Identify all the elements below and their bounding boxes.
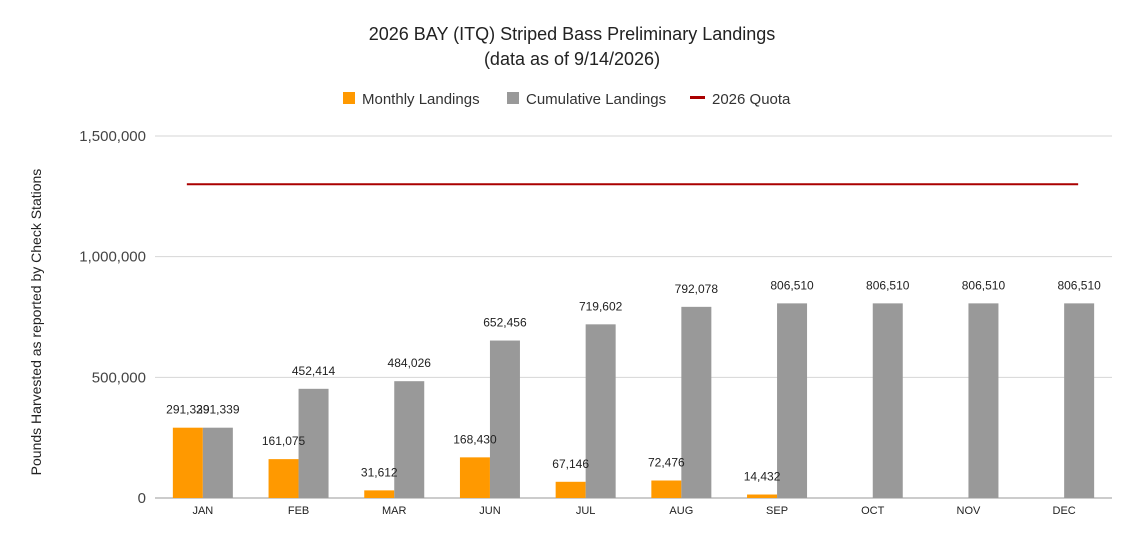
cumulative-data-label: 806,510 [1057,278,1101,292]
monthly-bar [364,490,395,498]
x-tick-label: NOV [957,505,982,517]
cumulative-data-label: 652,456 [483,316,527,330]
legend: Monthly Landings Cumulative Landings 202… [343,91,791,108]
cumulative-bar [298,388,329,498]
y-tick-label: 0 [138,490,146,507]
monthly-data-label: 72,476 [648,456,685,470]
monthly-data-label: 168,430 [453,432,497,446]
x-tick-label: AUG [669,505,693,517]
x-tick-label: JUL [576,505,596,517]
chart-subtitle: (data as of 9/14/2026) [484,49,660,69]
monthly-data-label: 291,339 [166,403,210,417]
cumulative-data-label: 484,026 [388,356,432,370]
monthly-bar [555,481,586,498]
x-tick-label: SEP [766,505,788,517]
cumulative-bar [394,381,425,498]
monthly-data-label: 31,612 [361,465,398,479]
y-tick-labels: 0 500,000 1,000,000 1,500,000 [79,128,146,507]
cumulative-bar [1064,303,1095,498]
cumulative-bar [585,324,616,498]
cumulative-bar [202,427,233,498]
cumulative-data-label: 806,510 [962,278,1006,292]
y-tick-label: 1,500,000 [79,128,146,145]
monthly-bar [268,459,299,498]
y-tick-label: 1,000,000 [79,249,146,266]
legend-label-cumulative: Cumulative Landings [526,91,666,108]
cumulative-data-label: 806,510 [770,278,814,292]
cumulative-data-label: 719,602 [579,299,623,313]
monthly-data-label: 67,146 [552,457,589,471]
x-tick-label: FEB [288,505,309,517]
y-tick-label: 500,000 [92,369,146,386]
cumulative-bar [872,303,903,498]
cumulative-data-label: 452,414 [292,364,336,378]
monthly-data-label: 14,432 [744,470,781,484]
cumulative-bar [489,340,520,498]
x-tick-labels: JAN FEB MAR JUN JUL AUG SEP OCT NOV DEC [192,505,1075,517]
cumulative-bar [777,303,808,498]
legend-swatch-quota [690,96,705,99]
monthly-data-label: 161,075 [262,434,306,448]
x-tick-label: MAR [382,505,407,517]
cumulative-data-label: 806,510 [866,278,910,292]
x-tick-label: JUN [479,505,500,517]
x-tick-label: JAN [192,505,213,517]
legend-swatch-monthly [343,92,355,104]
legend-label-quota: 2026 Quota [712,91,791,108]
legend-label-monthly: Monthly Landings [362,91,480,108]
x-tick-label: DEC [1053,505,1076,517]
cumulative-bar [681,306,712,498]
y-axis-label: Pounds Harvested as reported by Check St… [28,169,44,476]
legend-swatch-cumulative [507,92,519,104]
monthly-bar [172,427,203,498]
cumulative-data-label: 291,339 [196,403,240,417]
bars [172,303,1095,498]
monthly-bar [459,457,490,498]
chart-title: 2026 BAY (ITQ) Striped Bass Preliminary … [369,24,776,44]
gridlines [155,135,1112,499]
cumulative-bar [968,303,999,498]
monthly-bar [651,480,682,498]
cumulative-data-label: 792,078 [675,282,719,296]
x-tick-label: OCT [861,505,885,517]
monthly-bar [747,494,778,498]
